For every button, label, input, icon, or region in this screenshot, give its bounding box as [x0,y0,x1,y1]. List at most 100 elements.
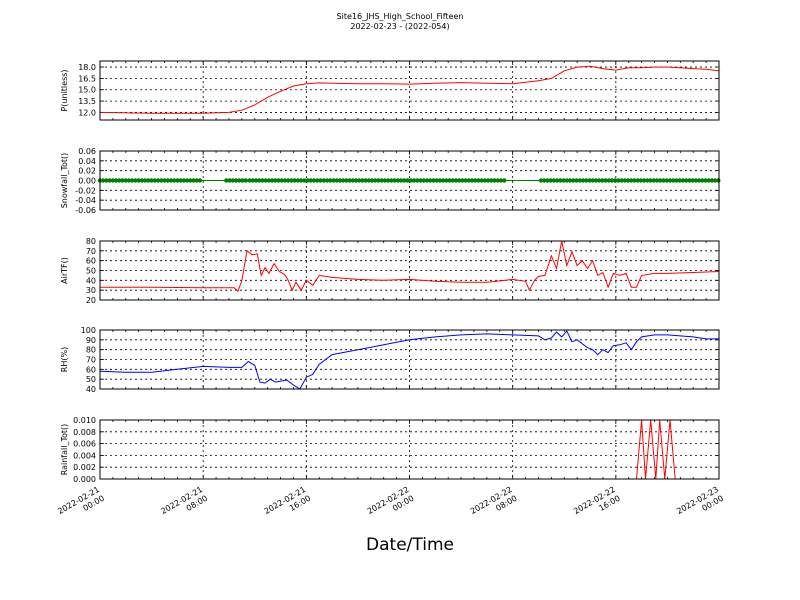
series-line [99,65,720,114]
y-tick-label: 12.0 [78,108,96,117]
plot-frame [99,240,720,301]
data-point [502,178,507,183]
data-point [482,178,488,183]
data-point [139,178,145,183]
y-tick-label: 16.5 [78,74,96,83]
data-point [152,178,158,183]
y-tick-label: 0.02 [78,167,96,176]
data-point [703,178,708,183]
data-point [473,178,478,183]
y-tick-label: 0.004 [73,451,96,460]
data-point [366,178,372,183]
y-axis-label: P(unitless) [60,69,69,111]
y-axis-label: AirTF() [60,257,69,284]
data-point [571,178,576,183]
data-point [292,178,297,183]
data-point [282,178,288,183]
data-point [184,178,190,183]
data-point [247,178,252,183]
data-point [227,178,232,183]
data-point [680,178,686,183]
y-tick-label: 0.06 [78,147,96,156]
data-point [427,178,433,183]
data-point [243,178,248,183]
y-tick-label: 30 [86,286,96,295]
data-point [580,178,586,183]
data-point [450,178,455,183]
data-point [113,178,119,183]
data-point [398,178,404,183]
data-point [188,178,193,183]
y-tick-label: 90 [86,336,96,345]
data-point [558,178,563,183]
data-point [250,178,256,183]
data-point [456,178,462,183]
data-point [308,178,314,183]
data-point [635,178,640,183]
data-point [648,178,653,183]
data-point [165,178,170,183]
data-point [402,178,407,183]
y-tick-label: 50 [86,267,96,276]
panel-1: 12.0 13.5 15.0 16.5 18.0 P(unitless) [60,60,720,121]
data-point [337,178,343,183]
plot-frame [99,329,720,390]
data-point [538,178,544,183]
data-point [664,178,669,183]
chart-title: Site16_JHS_High_School_Fifteen [337,12,464,21]
y-tick-label: 20 [86,296,96,305]
data-point [120,178,125,183]
panels: 12.013.515.016.518.0P(unitless)-0.06-0.0… [56,60,725,525]
y-tick-label: 100 [81,326,96,335]
data-point [671,178,676,183]
data-point [632,178,637,183]
data-point [260,178,265,183]
plot-frame [99,419,720,480]
data-point [567,178,573,183]
data-point [253,178,259,183]
data-point [658,178,663,183]
data-point [331,178,336,183]
data-point [418,178,423,183]
data-point [677,178,682,183]
data-point [642,178,647,183]
data-point [376,178,381,183]
data-point [415,178,420,183]
data-point [590,178,595,183]
data-point [334,178,339,183]
data-point [197,178,203,183]
data-point [638,178,644,183]
y-axis-label: Snowfall_Tot() [60,153,69,209]
data-point [444,178,449,183]
data-point [276,178,281,183]
y-tick-label: 15.0 [78,86,96,95]
data-point [318,178,323,183]
data-point [554,178,560,183]
data-point [587,178,592,183]
data-point [298,178,304,183]
data-point [286,178,291,183]
data-point [606,178,611,183]
data-point [233,178,239,183]
data-point [392,178,397,183]
y-tick-label: 13.5 [78,97,96,106]
y-axis-label: RH(%) [60,347,69,372]
data-point [542,178,547,183]
series-line [100,240,720,292]
plot-frame [99,60,720,121]
data-point [460,178,465,183]
data-point [551,178,557,183]
data-point [706,178,711,183]
data-point [492,178,497,183]
y-tick-label: 40 [86,385,96,394]
y-tick-label: 60 [86,365,96,374]
data-point [674,178,679,183]
data-point [625,178,631,183]
data-point [693,178,698,183]
x-tick-label: 2022-02-2208:00 [469,485,519,525]
data-point [104,178,109,183]
data-point [577,178,582,183]
